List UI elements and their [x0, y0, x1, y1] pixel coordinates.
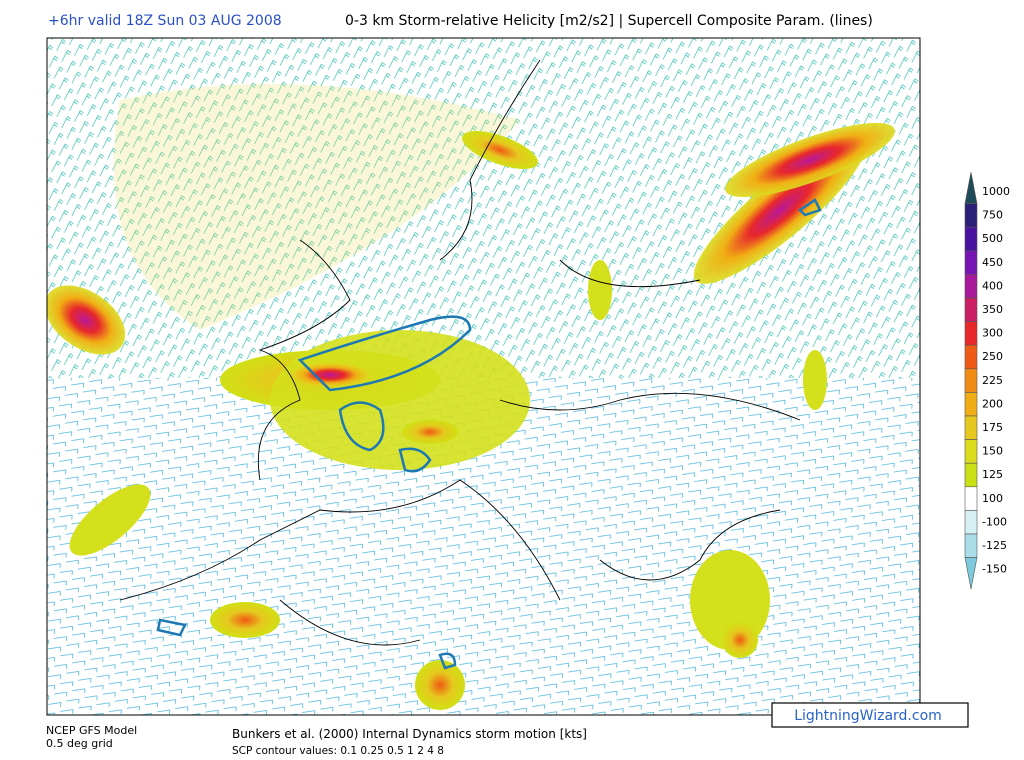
valid-time: +6hr valid 18Z Sun 03 AUG 2008: [48, 13, 282, 29]
colorbar-cell: [964, 510, 978, 535]
colorbar-arrow: [964, 171, 978, 204]
colorbar-label: 100: [982, 492, 1003, 505]
title: 0-3 km Storm-relative Helicity [m2/s2] |…: [345, 13, 873, 29]
colorbar-cell: [964, 297, 978, 322]
brand-box: [771, 702, 969, 728]
storm-motion: Bunkers et al. (2000) Internal Dynamics …: [232, 727, 587, 741]
colorbar-label: 200: [982, 397, 1003, 410]
colorbar-cell: [964, 439, 978, 464]
colorbar-cell: [964, 250, 978, 275]
colorbar-cell: [964, 415, 978, 440]
colorbar-label: 225: [982, 374, 1003, 387]
colorbar-cell: [964, 462, 978, 488]
model: NCEP GFS Model: [46, 724, 137, 737]
colorbar-cell: [964, 368, 978, 393]
colorbar-label: 175: [982, 421, 1003, 434]
colorbar-label: -125: [982, 539, 1007, 552]
colorbar-label: 500: [982, 232, 1003, 245]
scp-values: SCP contour values: 0.1 0.25 0.5 1 2 4 8: [232, 745, 444, 757]
colorbar-label: -150: [982, 563, 1007, 576]
colorbar: 1000 750 500 450 400 350 300 250 225 200 175 150 125…: [964, 171, 1010, 590]
colorbar-cell: [964, 392, 978, 417]
colorbar-label: 750: [982, 209, 1003, 222]
colorbar-label: 300: [982, 327, 1003, 340]
grid: 0.5 deg grid: [46, 737, 113, 750]
colorbar-cell: [964, 203, 978, 228]
colorbar-cell: [964, 344, 978, 370]
colorbar-label: 450: [982, 256, 1003, 269]
colorbar-cell: [964, 321, 978, 346]
colorbar-cell: [964, 533, 978, 558]
map: [47, 38, 920, 715]
brand: LightningWizard.com: [794, 708, 942, 724]
colorbar-label: 1000: [982, 185, 1010, 198]
colorbar-arrow: [964, 557, 978, 590]
colorbar-cell: [964, 274, 978, 299]
colorbar-cell: [964, 226, 978, 252]
colorbar-label: 250: [982, 350, 1003, 363]
colorbar-cell: [964, 486, 978, 511]
colorbar-label: -100: [982, 515, 1007, 528]
colorbar-label: 400: [982, 279, 1003, 292]
colorbar-label: 125: [982, 468, 1003, 481]
colorbar-label: 150: [982, 445, 1003, 458]
colorbar-label: 350: [982, 303, 1003, 316]
